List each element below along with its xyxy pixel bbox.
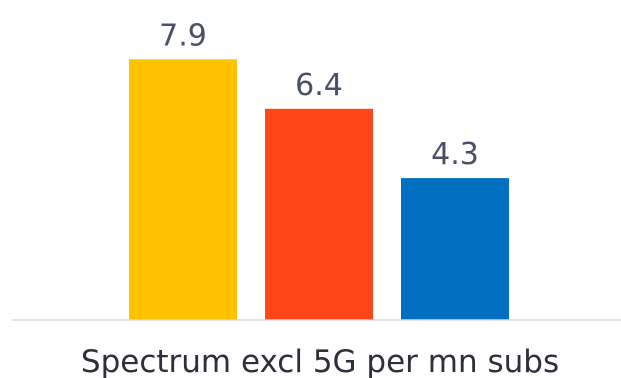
x-axis-label: Spectrum excl 5G per mn subs bbox=[81, 344, 559, 378]
bars-group bbox=[129, 59, 509, 321]
value-label-2: 6.4 bbox=[295, 68, 343, 103]
value-label-1: 7.9 bbox=[159, 18, 207, 53]
value-labels-group: 7.9 6.4 4.3 bbox=[159, 18, 479, 172]
value-label-3: 4.3 bbox=[431, 137, 479, 172]
bar-2 bbox=[265, 108, 373, 320]
bar-3 bbox=[401, 178, 509, 320]
bar-1 bbox=[129, 59, 237, 321]
